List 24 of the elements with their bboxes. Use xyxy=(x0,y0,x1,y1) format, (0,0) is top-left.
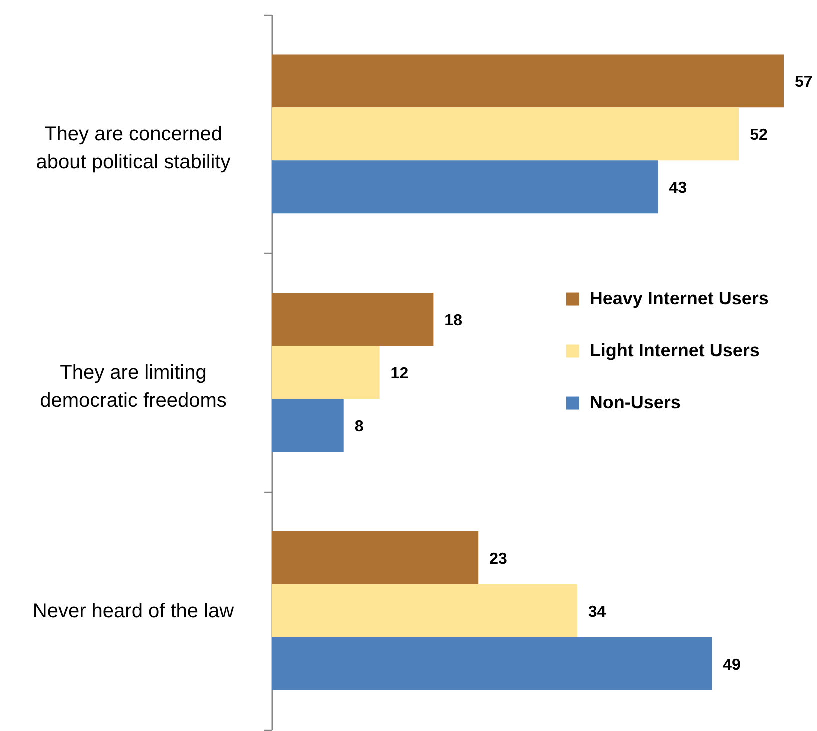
y-tick-label: They are limiting democratic freedoms xyxy=(40,362,227,412)
y-tick-label: Never heard of the law xyxy=(32,600,235,622)
bar xyxy=(272,584,578,638)
data-label: 12 xyxy=(390,366,409,382)
bar xyxy=(272,346,380,399)
legend-label: Light Internet Users xyxy=(590,340,760,360)
bar xyxy=(272,108,740,161)
data-label: 34 xyxy=(588,604,606,621)
bar xyxy=(272,637,712,690)
data-label: 49 xyxy=(723,656,742,674)
legend-label: Heavy Internet Users xyxy=(590,288,769,308)
legend-label: Non-Users xyxy=(590,392,681,412)
data-label: 43 xyxy=(669,180,688,198)
bar xyxy=(272,160,658,214)
data-label: 18 xyxy=(444,312,463,330)
y-tick-label: They are concerned about political stability xyxy=(36,124,231,174)
bar xyxy=(272,531,479,584)
bar xyxy=(272,54,784,108)
bar xyxy=(272,293,434,346)
data-label: 52 xyxy=(750,127,768,144)
data-label: 8 xyxy=(354,418,364,436)
data-label: 57 xyxy=(795,74,813,92)
data-label: 23 xyxy=(490,550,508,568)
bar xyxy=(272,398,344,452)
